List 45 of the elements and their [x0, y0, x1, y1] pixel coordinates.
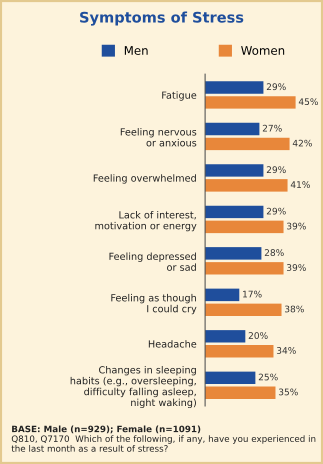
data-label: 39% [287, 264, 306, 271]
legend-label: Men [124, 46, 148, 55]
data-label: 20% [248, 332, 268, 339]
data-label: 41% [290, 181, 310, 188]
bar [205, 247, 262, 260]
y-tick-label: Feeling nervous or anxious [120, 128, 196, 146]
chart-title: Symptoms of Stress [80, 11, 244, 26]
data-label: 34% [276, 347, 296, 354]
bar [205, 386, 276, 399]
data-label: 42% [292, 140, 312, 147]
bar [205, 220, 284, 234]
data-label: 29% [266, 83, 286, 90]
bar [205, 96, 296, 109]
bar [205, 179, 288, 192]
bar [205, 206, 264, 218]
data-label: 29% [266, 166, 286, 174]
bar [205, 288, 240, 302]
bar [205, 345, 274, 358]
data-label: 25% [258, 374, 278, 380]
text: Q810, Q7170 Which of the following, if any, have you experienced in the last month as a result of stress? [12, 435, 316, 452]
data-label: 17% [243, 290, 262, 298]
bar [205, 138, 290, 150]
data-label: 39% [287, 222, 306, 230]
text: BASE: Male (n=929); Female (n=1091) [12, 425, 200, 434]
bar [205, 81, 264, 94]
y-tick-label: Fatigue [162, 91, 196, 101]
bar [205, 304, 282, 316]
data-label: 38% [284, 306, 304, 312]
y-tick-label: Feeling overwhelmed [94, 174, 196, 184]
data-label: 28% [264, 249, 284, 256]
y-tick-label: Feeling depressed or sad [110, 252, 196, 271]
bar [205, 122, 260, 136]
legend-label: Women [241, 46, 284, 55]
y-tick-label: Changes in sleeping habits (e.g., oversleeping, difficulty falling asleep, night waking) [70, 366, 196, 408]
bar [205, 330, 246, 343]
bar [205, 262, 284, 275]
data-label: 27% [262, 124, 282, 132]
data-label: 29% [266, 208, 286, 215]
data-label: 35% [278, 388, 298, 396]
y-tick-label: Headache [148, 340, 196, 348]
bar [205, 372, 256, 384]
data-label: 45% [298, 98, 318, 106]
y-tick-label: Lack of interest, motivation or energy [95, 210, 196, 232]
bar [205, 164, 264, 177]
y-tick-label: Feeling as though I could cry [111, 294, 196, 314]
